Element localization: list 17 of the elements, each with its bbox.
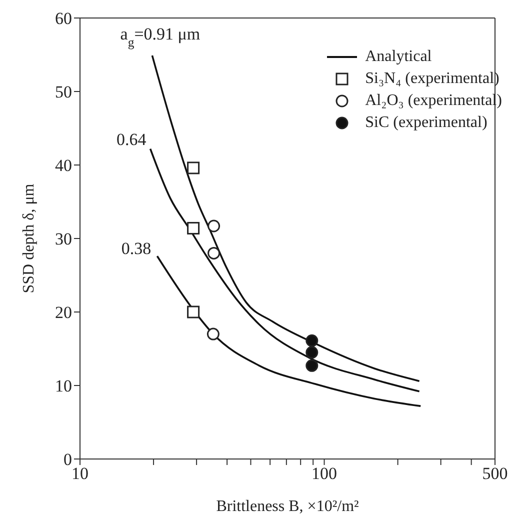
annotation: 0.64 xyxy=(116,130,147,149)
annotation: a$_{g}$=0.91 μm xyxy=(120,24,200,50)
y-tick-label: 20 xyxy=(55,303,72,322)
x-tick-label: 500 xyxy=(482,464,508,484)
y-tick-label: 40 xyxy=(55,156,72,176)
y-tick-label: 0 xyxy=(64,450,72,470)
annotation: 0.38 xyxy=(121,239,152,258)
legend-label: SiC (experimental) xyxy=(365,113,488,133)
legend-label: Analytical xyxy=(365,47,432,67)
y-axis-title: SSD depth δ, μm xyxy=(20,183,38,294)
y-tick-label: 10 xyxy=(55,376,72,396)
y-tick-label: 30 xyxy=(55,230,72,249)
x-axis-title: Brittleness B, ×10²/m² xyxy=(216,498,360,515)
y-tick-label: 50 xyxy=(55,82,72,102)
x-tick-label: 100 xyxy=(312,464,338,484)
x-tick-label: 10 xyxy=(72,464,88,484)
y-tick-label: 60 xyxy=(55,9,72,28)
